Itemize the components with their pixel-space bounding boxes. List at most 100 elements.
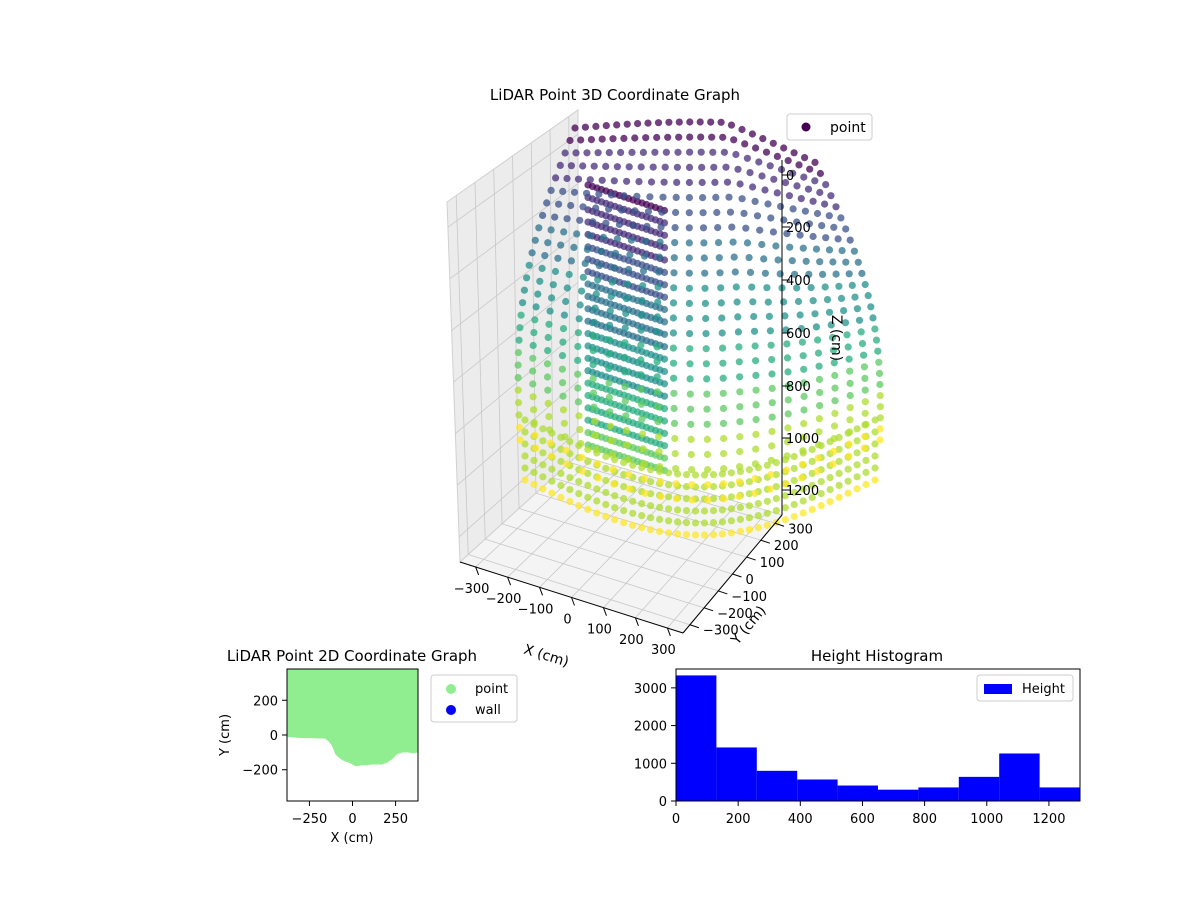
lidar-point [646,193,654,201]
lidar-point [827,321,835,329]
lidar-point [654,403,662,411]
lidar-point [640,460,648,468]
lidar-point [701,284,709,292]
lidar-point [622,295,631,303]
lidar-point [795,161,803,169]
lidar-point [731,268,739,276]
lidar-point [539,473,547,481]
lidar-point [741,140,749,148]
lidar-point [682,519,691,527]
y-tick-3d [689,624,700,629]
point-cloud [514,118,884,539]
lidar-point [751,197,759,205]
lidar-point [617,148,625,157]
lidar-point [876,403,884,411]
lidar-point [862,468,870,476]
lidar-point [876,392,884,400]
lidar-point [788,257,796,265]
lidar-point [669,329,678,337]
lidar-point [657,223,665,231]
lidar-point [736,448,744,456]
histogram-bar [756,770,798,801]
lidar-point [669,314,678,322]
lidar-point [605,350,613,358]
lidar-point [682,483,691,491]
lidar-point [768,384,776,392]
lidar-point [780,298,788,306]
lidar-point [861,374,869,382]
lidar-point [660,305,669,314]
lidar-point [558,352,567,360]
lidar-point [530,329,538,337]
lidar-point [752,430,760,438]
lidar-point [753,212,762,220]
lidar-point [709,483,718,491]
x-tick-3d [602,607,607,616]
lidar-point [808,505,816,513]
lidar-point [796,311,804,319]
lidar-point [871,464,879,472]
lidar-point [514,399,523,407]
lidar-point [665,529,673,537]
lidar-point [545,413,553,421]
lidar-point [727,493,736,501]
lidar-point [590,162,598,170]
lidar-point [725,193,733,201]
lidar-point [685,269,693,277]
histogram-bar [797,779,838,801]
lidar-point [832,270,840,278]
lidar-point [672,208,680,217]
lidar-point [571,124,579,132]
lidar-point [799,447,807,455]
lidar-point [825,308,834,316]
lidar-point [530,406,538,414]
lidar-point [843,331,851,339]
lidar-point [578,453,586,461]
lidar-point [853,437,861,445]
lidar-point [793,284,801,292]
lidar-point [682,471,691,479]
lidar-point [752,401,760,409]
lidar-point [703,450,712,459]
lidar-point [748,130,757,138]
lidar-point [622,426,631,435]
lidar-point [635,178,643,186]
lidar-point [781,312,789,320]
x-tick-3d [571,597,575,606]
x-tick-3d [539,587,544,596]
lidar-point [620,134,628,142]
lidar-point [738,195,746,203]
lidar-point [560,311,569,319]
chart-2d-title: LiDAR Point 2D Coordinate Graph [227,647,477,665]
lidar-point [719,344,727,352]
lidar-point [749,183,757,191]
x-tick-3d [475,566,480,576]
lidar-point [551,267,560,276]
lidar-point [814,349,823,357]
lidar-point [660,178,668,186]
lidar-point [529,380,537,388]
lidar-point [598,176,606,184]
lidar-point [559,338,567,346]
lidar-point [844,477,852,485]
lidar-point [846,367,854,375]
lidar-point [622,412,630,420]
lidar-point [625,470,633,478]
lidar-point [781,492,789,500]
lidar-point [637,326,645,334]
lidar-point [718,530,727,538]
lidar-point [826,498,834,506]
lidar-point [853,473,861,481]
lidar-point [544,347,552,355]
lidar-point [589,375,597,383]
lidar-point [830,447,838,455]
lidar-point [789,169,797,177]
lidar-point [521,464,529,472]
y-tick-label-3d: −300 [703,624,739,639]
lidar-point [701,299,710,307]
lidar-point [816,169,825,178]
lidar-point [623,120,631,128]
height-histogram: Height Histogram 0 200 400 600 800 1000 1200 0 1… [634,647,1081,827]
lidar-point [718,518,727,526]
lidar-point [837,214,845,222]
